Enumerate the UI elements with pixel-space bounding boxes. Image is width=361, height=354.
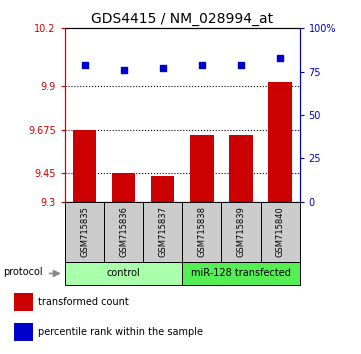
Bar [182, 262, 300, 285]
Bar [221, 202, 261, 262]
Text: protocol: protocol [3, 267, 43, 277]
Bar [14, 323, 33, 341]
Bar [143, 202, 182, 262]
Bar [261, 202, 300, 262]
Text: GSM715836: GSM715836 [119, 206, 128, 257]
Point [121, 67, 126, 73]
Point [238, 62, 244, 68]
Text: GSM715837: GSM715837 [158, 206, 167, 257]
Point [160, 65, 166, 71]
Point [199, 62, 205, 68]
Text: GSM715839: GSM715839 [236, 206, 245, 257]
Bar [104, 202, 143, 262]
Text: GSM715838: GSM715838 [197, 206, 206, 257]
Point [277, 55, 283, 61]
Bar [14, 293, 33, 311]
Bar [65, 262, 182, 285]
Text: miR-128 transfected: miR-128 transfected [191, 268, 291, 279]
Text: GSM715835: GSM715835 [80, 206, 89, 257]
Bar [151, 176, 174, 202]
Text: control: control [107, 268, 140, 279]
Bar [73, 130, 96, 202]
Bar [268, 82, 292, 202]
Bar [182, 202, 221, 262]
Bar [112, 173, 135, 202]
Bar [190, 135, 214, 202]
Text: transformed count: transformed count [38, 297, 129, 307]
Bar [65, 202, 104, 262]
Text: percentile rank within the sample: percentile rank within the sample [38, 327, 203, 337]
Text: GSM715840: GSM715840 [275, 206, 284, 257]
Title: GDS4415 / NM_028994_at: GDS4415 / NM_028994_at [91, 12, 273, 26]
Point [82, 62, 87, 68]
Bar [229, 135, 253, 202]
